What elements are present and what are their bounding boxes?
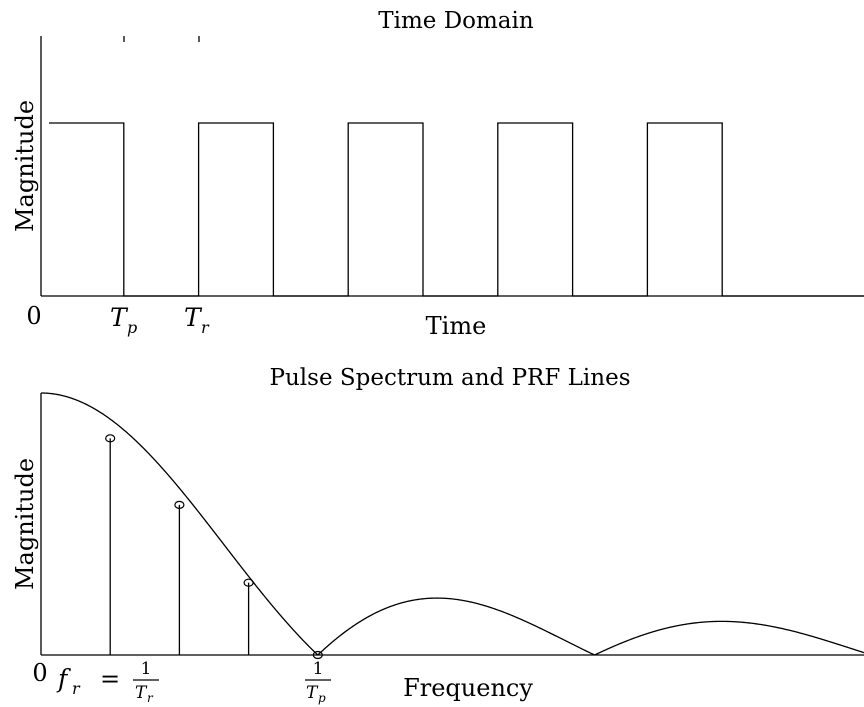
tp-subscript: p bbox=[127, 318, 137, 337]
bottom-y-label: Magnitude bbox=[11, 458, 39, 590]
bottom-x-label: Frequency bbox=[403, 674, 533, 702]
pulse-train-line bbox=[49, 122, 864, 297]
prf-lines bbox=[105, 434, 323, 660]
bottom-tick-label-fr: f r = 1 T r bbox=[56, 659, 159, 705]
prf-marker-4 bbox=[312, 650, 323, 660]
tp-denominator-subscript: p bbox=[318, 691, 326, 705]
top-tick-label-zero: 0 bbox=[26, 302, 41, 330]
fr-letter: f bbox=[56, 664, 71, 693]
top-y-label: Magnitude bbox=[11, 100, 39, 232]
tr-letter: T bbox=[184, 303, 203, 332]
prf-marker-3 bbox=[243, 578, 254, 587]
tp-letter: T bbox=[110, 303, 129, 332]
bottom-tick-label-inv-tp: 1 T p bbox=[305, 659, 331, 705]
top-tick-label-tp: T p bbox=[110, 303, 137, 337]
top-axes bbox=[40, 36, 864, 297]
bottom-axes bbox=[40, 393, 864, 656]
tp-denominator-letter: T bbox=[306, 683, 319, 703]
top-x-label: Time bbox=[426, 312, 487, 340]
bottom-chart-title: Pulse Spectrum and PRF Lines bbox=[270, 365, 631, 391]
top-tick-label-tr: T r bbox=[184, 303, 210, 337]
fr-numerator: 1 bbox=[141, 659, 152, 679]
tr-subscript: r bbox=[201, 318, 210, 337]
bottom-tick-label-zero: 0 bbox=[32, 659, 47, 687]
tp-numerator: 1 bbox=[313, 659, 324, 679]
prf-marker-2 bbox=[174, 500, 185, 509]
top-chart-title: Time Domain bbox=[378, 8, 534, 34]
fr-denominator-letter: T bbox=[135, 683, 148, 703]
fr-denominator-subscript: r bbox=[147, 691, 154, 705]
fr-subscript: r bbox=[72, 679, 81, 698]
fr-equals: = bbox=[100, 665, 120, 693]
prf-marker-1 bbox=[105, 434, 116, 443]
sinc-envelope-line bbox=[40, 392, 864, 656]
